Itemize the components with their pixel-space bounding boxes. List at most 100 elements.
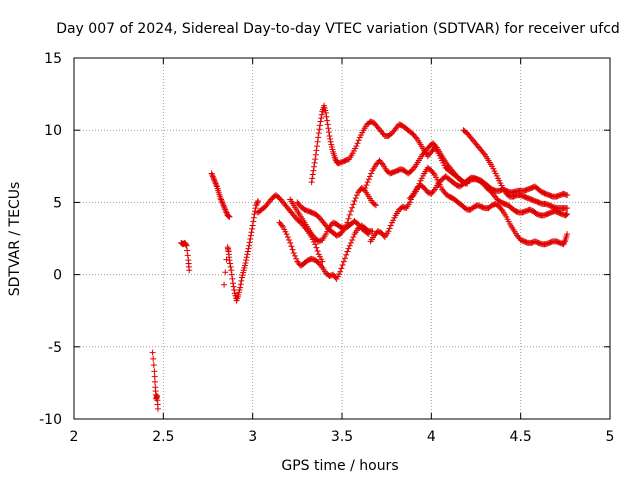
- data-point: [253, 202, 260, 209]
- data-point: [385, 228, 392, 235]
- x-tick-label: 4: [427, 429, 436, 445]
- data-point: [344, 219, 351, 226]
- data-point: [378, 160, 385, 167]
- data-point: [211, 177, 218, 184]
- data-point: [313, 143, 320, 150]
- data-point: [210, 176, 217, 183]
- data-point: [249, 222, 256, 229]
- data-point: [243, 254, 250, 261]
- data-point: [564, 231, 571, 238]
- data-point: [560, 241, 567, 248]
- data-point: [229, 275, 236, 282]
- data-point: [311, 163, 318, 170]
- data-point: [238, 277, 245, 284]
- data-point: [221, 205, 228, 212]
- data-point: [313, 244, 320, 251]
- data-point: [150, 362, 157, 369]
- data-point: [312, 151, 319, 158]
- data-point: [230, 283, 237, 290]
- data-point: [364, 179, 371, 186]
- data-point: [248, 229, 255, 236]
- data-point: [412, 134, 419, 141]
- data-point: [209, 173, 216, 180]
- data-point: [350, 201, 357, 208]
- data-point: [364, 230, 371, 237]
- data-point: [227, 260, 234, 267]
- data-point: [226, 257, 233, 264]
- data-point: [386, 225, 393, 232]
- data-point: [346, 242, 353, 249]
- data-point: [226, 213, 233, 220]
- data-point: [324, 121, 331, 128]
- data-point: [331, 154, 338, 161]
- data-point: [293, 255, 300, 262]
- data-point: [250, 218, 257, 225]
- data-point: [249, 225, 256, 232]
- data-point: [278, 222, 285, 229]
- data-point: [430, 170, 437, 177]
- data-point: [346, 211, 353, 218]
- data-point: [354, 140, 361, 147]
- data-point: [311, 159, 318, 166]
- y-axis-label: SDTVAR / TECUs: [7, 182, 23, 297]
- data-point: [184, 252, 191, 259]
- y-tick-label: -5: [48, 340, 62, 356]
- data-point: [242, 260, 249, 267]
- data-point: [327, 135, 334, 142]
- y-tick-label: 0: [53, 268, 62, 284]
- data-points: [149, 102, 571, 412]
- data-point: [221, 203, 228, 210]
- data-point: [254, 199, 261, 206]
- data-point: [564, 192, 571, 199]
- data-point: [222, 269, 229, 276]
- data-point: [318, 262, 325, 269]
- data-point: [349, 236, 356, 243]
- data-point: [208, 170, 215, 177]
- data-point: [227, 263, 234, 270]
- data-point: [372, 202, 379, 209]
- data-point: [414, 186, 421, 193]
- data-point: [314, 248, 321, 255]
- y-tick-label: 10: [44, 123, 62, 139]
- data-point: [290, 249, 297, 256]
- data-point: [327, 138, 334, 145]
- data-point: [230, 280, 237, 287]
- data-point: [339, 261, 346, 268]
- x-tick-label: 3.5: [331, 429, 353, 445]
- data-point: [182, 241, 189, 248]
- data-point: [365, 176, 372, 183]
- data-point: [345, 215, 352, 222]
- data-point: [283, 231, 290, 238]
- data-point: [222, 206, 229, 213]
- data-point: [312, 241, 319, 248]
- data-point: [430, 187, 437, 194]
- data-point: [416, 180, 423, 187]
- data-point: [315, 130, 322, 137]
- data-point: [244, 248, 251, 255]
- data-point: [308, 179, 315, 186]
- x-tick-labels: 2 2.5 3 3.5 4 4.5 5: [70, 429, 615, 445]
- data-point: [368, 170, 375, 177]
- data-point: [345, 245, 352, 252]
- data-point: [288, 243, 295, 250]
- data-point: [246, 242, 253, 249]
- data-point: [313, 147, 320, 154]
- x-tick-label: 2.5: [152, 429, 174, 445]
- data-point: [210, 174, 217, 181]
- data-point: [564, 210, 571, 217]
- data-point: [245, 245, 252, 252]
- x-tick-label: 2: [70, 429, 79, 445]
- data-point: [217, 195, 224, 202]
- data-point: [366, 173, 373, 180]
- data-point: [243, 257, 250, 264]
- data-point: [343, 251, 350, 258]
- data-point: [325, 125, 332, 132]
- data-point: [337, 268, 344, 275]
- data-point: [363, 182, 370, 189]
- data-point: [350, 234, 357, 241]
- data-point: [498, 206, 505, 213]
- data-point: [322, 109, 329, 116]
- data-point: [318, 111, 325, 118]
- data-point: [151, 368, 158, 375]
- data-point: [315, 134, 322, 141]
